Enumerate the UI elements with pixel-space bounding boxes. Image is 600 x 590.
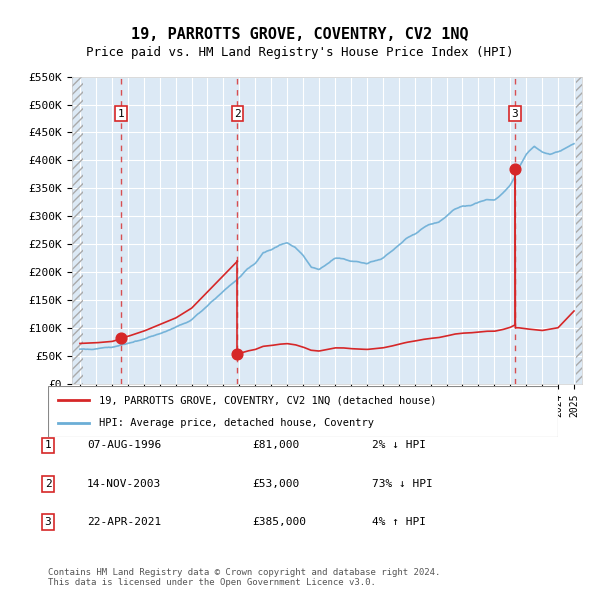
Text: 19, PARROTTS GROVE, COVENTRY, CV2 1NQ: 19, PARROTTS GROVE, COVENTRY, CV2 1NQ	[131, 27, 469, 41]
Text: This data is licensed under the Open Government Licence v3.0.: This data is licensed under the Open Gov…	[48, 578, 376, 587]
Text: 19, PARROTTS GROVE, COVENTRY, CV2 1NQ (detached house): 19, PARROTTS GROVE, COVENTRY, CV2 1NQ (d…	[99, 395, 437, 405]
Text: Contains HM Land Registry data © Crown copyright and database right 2024.: Contains HM Land Registry data © Crown c…	[48, 568, 440, 577]
Text: 3: 3	[512, 109, 518, 119]
Text: 3: 3	[44, 517, 52, 527]
Text: £81,000: £81,000	[252, 441, 299, 450]
Bar	[72, 71, 83, 384]
Point	[510, 164, 520, 173]
Text: Price paid vs. HM Land Registry's House Price Index (HPI): Price paid vs. HM Land Registry's House …	[86, 46, 514, 59]
Text: £385,000: £385,000	[252, 517, 306, 527]
Point	[232, 349, 242, 359]
Text: HPI: Average price, detached house, Coventry: HPI: Average price, detached house, Cove…	[99, 418, 374, 428]
Text: 22-APR-2021: 22-APR-2021	[87, 517, 161, 527]
Text: 14-NOV-2003: 14-NOV-2003	[87, 479, 161, 489]
Text: 4% ↑ HPI: 4% ↑ HPI	[372, 517, 426, 527]
Text: 07-AUG-1996: 07-AUG-1996	[87, 441, 161, 450]
Text: 2: 2	[234, 109, 241, 119]
FancyBboxPatch shape	[48, 386, 558, 437]
Text: 1: 1	[118, 109, 124, 119]
Point	[116, 333, 126, 343]
Text: 2: 2	[44, 479, 52, 489]
Text: £53,000: £53,000	[252, 479, 299, 489]
Text: 1: 1	[44, 441, 52, 450]
Text: 2% ↓ HPI: 2% ↓ HPI	[372, 441, 426, 450]
Text: 73% ↓ HPI: 73% ↓ HPI	[372, 479, 433, 489]
Bar	[575, 71, 584, 384]
